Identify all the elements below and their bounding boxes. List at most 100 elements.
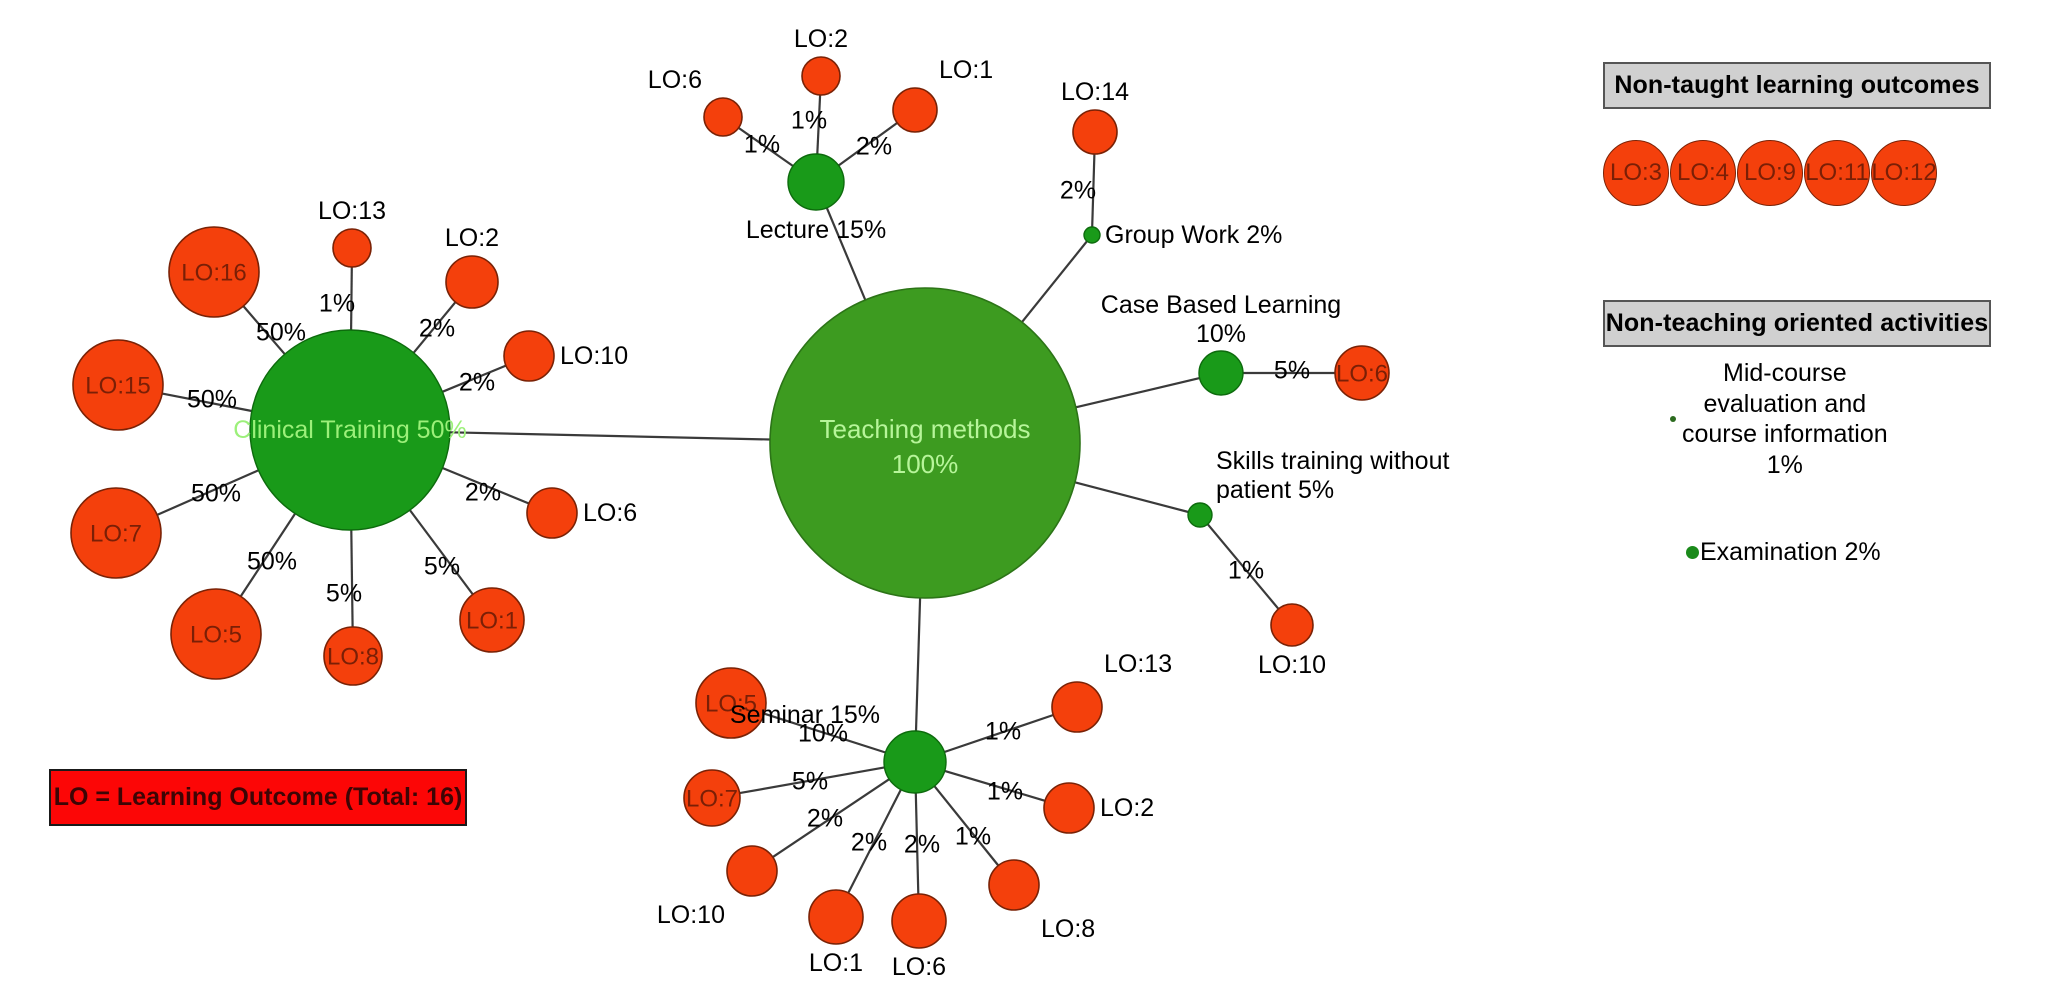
edge-weight-label: 1%: [985, 718, 1021, 746]
learning-outcome-node[interactable]: [168, 226, 260, 318]
learning-outcome-node[interactable]: [1051, 681, 1103, 733]
activity-label: Examination 2%: [1700, 538, 1881, 566]
edge-groupwork-to-outcome: [1091, 153, 1096, 228]
learning-outcome-label: LO:14: [1061, 78, 1129, 106]
edge-clinical-to-outcome: [239, 512, 297, 598]
learning-outcome-node[interactable]: [170, 588, 262, 680]
root-node-value: 100%: [892, 449, 959, 479]
learning-outcome-node[interactable]: [808, 889, 864, 945]
learning-outcome-node[interactable]: [703, 97, 743, 137]
learning-outcome-node[interactable]: [726, 845, 778, 897]
green-dot-icon: [1686, 546, 1699, 559]
learning-outcome-label: LO:6: [583, 499, 637, 527]
learning-outcome-label: LO:2: [1100, 794, 1154, 822]
edge-clinical-to-outcome: [409, 509, 474, 596]
edge-root-to-skills: [1074, 481, 1189, 514]
edge-weight-label: 2%: [807, 805, 843, 833]
learning-outcome-node[interactable]: [801, 56, 841, 96]
learning-outcome-node[interactable]: [695, 667, 767, 739]
edge-clinical-to-outcome: [161, 392, 253, 413]
edge-root-to-cbl: [1075, 377, 1200, 409]
root-node-teaching-methods[interactable]: [769, 287, 1081, 599]
learning-outcome-node[interactable]: [1270, 603, 1314, 647]
learning-outcome-label: LO:7: [686, 786, 738, 813]
learning-outcome-node[interactable]: [891, 893, 947, 949]
learning-outcome-node[interactable]: [70, 487, 162, 579]
learning-outcome-label: LO:6: [1336, 361, 1388, 388]
edge-weight-label: 1%: [319, 290, 355, 318]
learning-outcome-node[interactable]: [72, 339, 164, 431]
learning-outcome-node[interactable]: [503, 330, 555, 382]
teaching-method-node[interactable]: [1198, 350, 1244, 396]
teaching-method-label-line2: patient 5%: [1216, 476, 1334, 504]
edge-weight-label: 5%: [792, 768, 828, 796]
edge-weight-label: 1%: [1228, 557, 1264, 585]
learning-outcome-node[interactable]: [1334, 345, 1390, 401]
edge-clinical-to-outcome: [441, 364, 507, 393]
activity-item-examination: Examination 2%: [1686, 538, 1990, 567]
edge-weight-label: 2%: [459, 369, 495, 397]
teaching-method-label-line2: 10%: [1196, 320, 1246, 348]
learning-outcome-node[interactable]: [892, 87, 938, 133]
non-taught-outcome-chip: LO:11: [1804, 140, 1870, 206]
edge-seminar-to-outcome: [772, 778, 890, 859]
learning-outcome-node[interactable]: [1072, 109, 1118, 155]
edge-skills-to-outcome: [1206, 523, 1280, 610]
non-taught-outcome-chip: LO:12: [1871, 140, 1937, 206]
learning-outcome-label: LO:5: [190, 622, 242, 649]
learning-outcome-label: LO:1: [939, 56, 993, 84]
edge-clinical-to-outcome: [156, 469, 259, 516]
legend-learning-outcome-note: LO = Learning Outcome (Total: 16): [49, 769, 467, 826]
learning-outcome-node[interactable]: [332, 228, 372, 268]
learning-outcome-label: LO:6: [648, 66, 702, 94]
teaching-method-label: Seminar 15%: [730, 701, 880, 729]
edge-seminar-to-outcome: [914, 792, 920, 895]
learning-outcome-node[interactable]: [526, 487, 578, 539]
edge-clinical-to-outcome: [350, 266, 353, 331]
edge-seminar-to-outcome: [763, 712, 886, 754]
learning-outcome-label: LO:13: [1104, 650, 1172, 678]
panel-non-taught-learning-outcomes-header: Non-taught learning outcomes: [1603, 62, 1991, 109]
teaching-method-node[interactable]: [883, 730, 947, 794]
edge-lecture-to-outcome: [737, 126, 794, 167]
learning-outcome-label: LO:10: [1258, 651, 1326, 679]
edge-root-to-seminar: [914, 597, 922, 732]
activity-item-mid-course-evaluation: Mid-course evaluation and course informa…: [1670, 358, 1990, 480]
learning-outcome-label: LO:13: [318, 197, 386, 225]
edge-weight-label: 10%: [798, 720, 848, 748]
teaching-method-label: Skills training without: [1216, 447, 1449, 475]
teaching-method-label: Group Work 2%: [1105, 221, 1282, 249]
learning-outcome-label: LO:1: [809, 949, 863, 977]
learning-outcome-label: LO:1: [466, 608, 518, 635]
learning-outcome-node[interactable]: [323, 626, 383, 686]
learning-outcome-label: LO:10: [560, 342, 628, 370]
non-teaching-activities-list: Mid-course evaluation and course informa…: [1610, 358, 1990, 567]
teaching-method-node[interactable]: [249, 329, 451, 531]
learning-outcome-label: LO:8: [1041, 915, 1095, 943]
learning-outcome-label: LO:2: [794, 25, 848, 53]
learning-outcome-node[interactable]: [445, 255, 499, 309]
non-taught-outcome-chip: LO:9: [1737, 140, 1803, 206]
root-node-label: Teaching methods: [819, 414, 1030, 444]
teaching-method-label: Lecture 15%: [746, 216, 886, 244]
learning-outcome-node[interactable]: [1043, 782, 1095, 834]
edge-weight-label: 2%: [856, 133, 892, 161]
learning-outcome-node[interactable]: [683, 769, 741, 827]
edge-clinical-to-outcome: [350, 529, 354, 628]
edge-weight-label: 2%: [904, 831, 940, 859]
learning-outcome-node[interactable]: [459, 587, 525, 653]
edge-seminar-to-outcome: [739, 766, 885, 795]
edge-weight-label: 5%: [424, 553, 460, 581]
edge-seminar-to-outcome: [933, 785, 1000, 867]
edge-root-to-clinical: [449, 431, 771, 441]
teaching-method-label: Clinical Training 50%: [233, 416, 466, 444]
learning-outcome-node[interactable]: [988, 859, 1040, 911]
edge-weight-label: 50%: [187, 386, 237, 414]
edge-weight-label: 50%: [256, 319, 306, 347]
edge-weight-label: 2%: [419, 315, 455, 343]
teaching-method-node[interactable]: [787, 153, 845, 211]
learning-outcome-label: LO:7: [90, 521, 142, 548]
teaching-method-node[interactable]: [1083, 226, 1101, 244]
teaching-method-node[interactable]: [1187, 502, 1213, 528]
